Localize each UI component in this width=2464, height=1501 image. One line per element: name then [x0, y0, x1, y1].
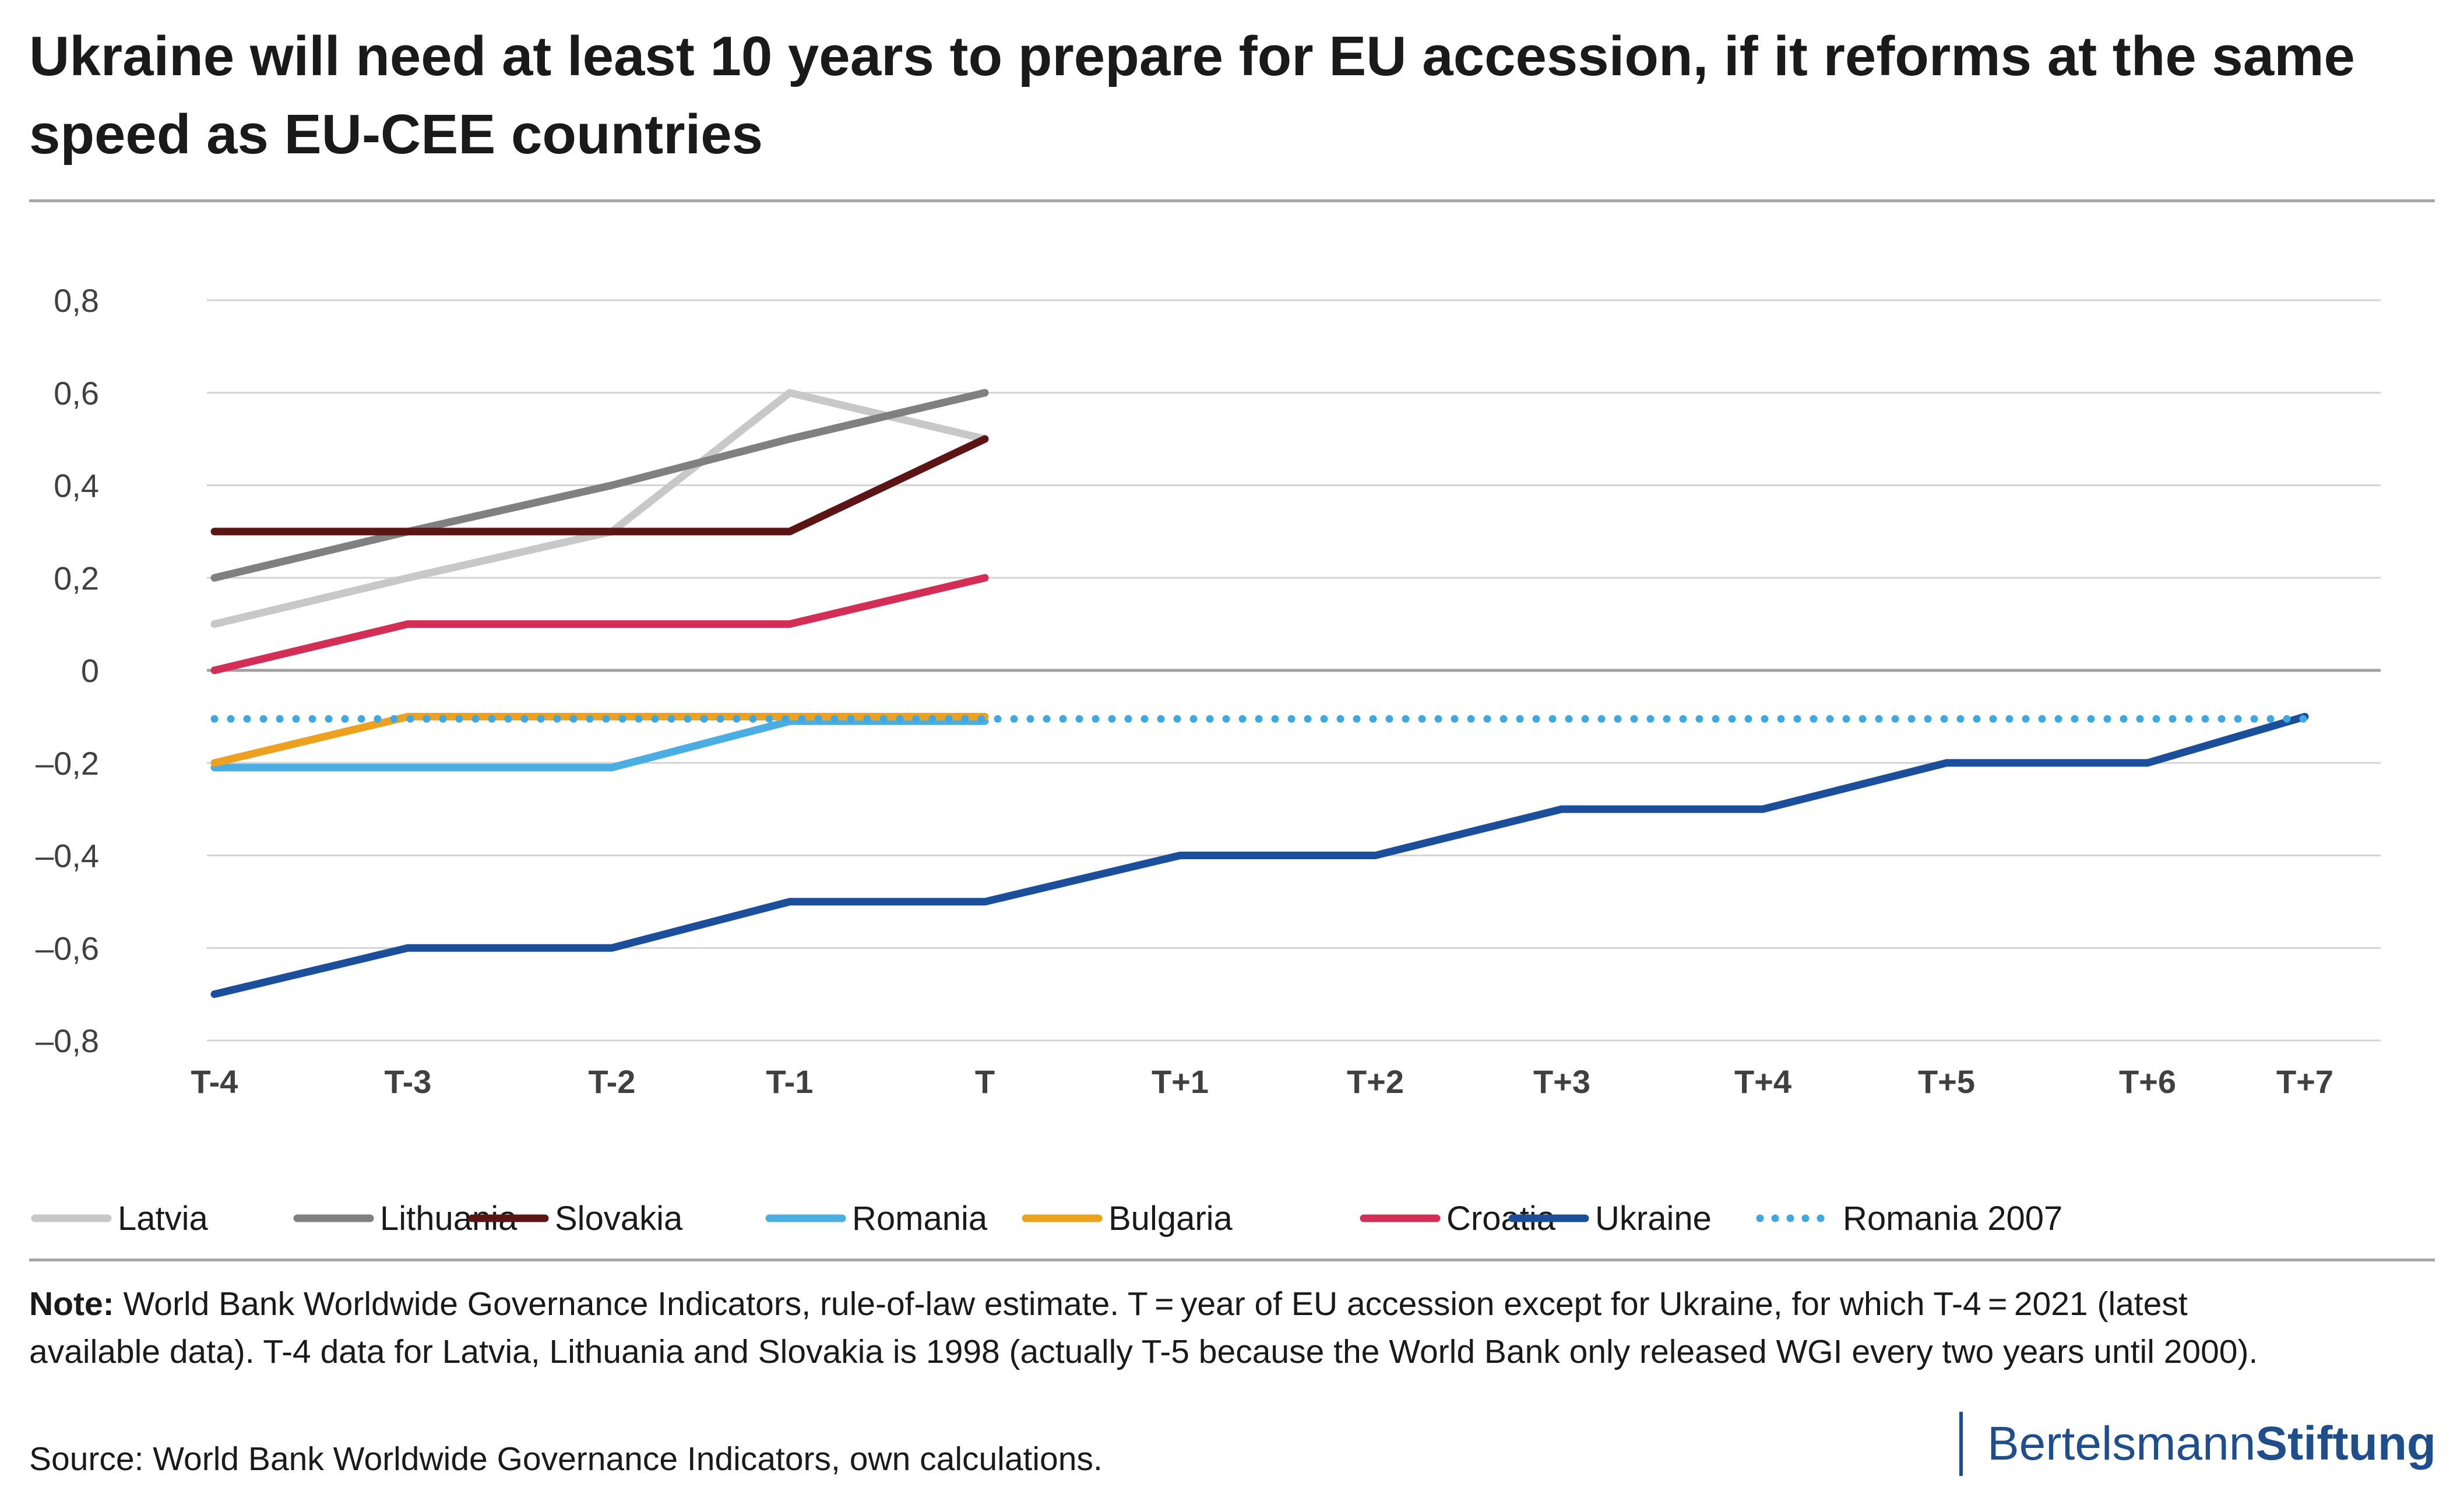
y-tick-label: –0,4: [36, 838, 99, 874]
y-tick-label: 0,2: [54, 560, 99, 596]
series-line-latvia: [210, 389, 989, 628]
x-tick-label: T+5: [1918, 1063, 1975, 1100]
x-tick-label: T: [975, 1063, 995, 1100]
legend-label: Romania 2007: [1843, 1200, 2062, 1238]
note-text: World Bank Worldwide Governance Indicato…: [29, 1285, 2258, 1370]
chart-note: Note: World Bank Worldwide Governance In…: [29, 1280, 2302, 1376]
x-tick-label: T+6: [2119, 1063, 2176, 1100]
y-tick-label: –0,2: [36, 745, 99, 782]
legend-label: Ukraine: [1595, 1200, 1712, 1238]
series-line-croatia: [210, 574, 989, 674]
x-tick-label: T-1: [766, 1063, 814, 1100]
x-tick-label: T-2: [589, 1063, 636, 1100]
x-tick-label: T+7: [2276, 1063, 2333, 1100]
legend-label: Slovakia: [555, 1200, 683, 1238]
y-tick-label: 0,8: [54, 282, 99, 319]
x-tick-label: T+2: [1347, 1063, 1404, 1100]
legend-label: Latvia: [118, 1200, 209, 1238]
brand-name-part1: Bertelsmann: [1987, 1417, 2256, 1470]
x-tick-label: T-3: [385, 1063, 432, 1100]
y-tick-label: –0,8: [36, 1022, 99, 1059]
chart-title: Ukraine will need at least 10 years to p…: [29, 25, 2355, 166]
chart-source: Source: World Bank Worldwide Governance …: [29, 1440, 1103, 1478]
x-tick-label: T+1: [1152, 1063, 1209, 1100]
series-line-slovakia: [210, 435, 989, 536]
series-line-lithuania: [210, 389, 989, 582]
note-label: Note:: [29, 1285, 114, 1323]
legend-label: Romania: [852, 1200, 988, 1238]
title-divider: [29, 199, 2435, 202]
y-tick-label: 0,4: [54, 467, 99, 504]
series-line-ukraine: [210, 712, 2309, 999]
brand-name-part2: Stiftung: [2255, 1417, 2436, 1470]
series-line-romania: [210, 717, 989, 772]
y-axis-ticks: 0,8 0,6 0,4 0,2 0 –0,2 –0,4 –0,6 –0,8: [36, 282, 99, 1059]
y-tick-label: 0,6: [54, 375, 99, 412]
y-tick-label: 0: [81, 652, 99, 689]
line-chart: 0,80,60,40,20–0,2–0,4–0,6–0,8 T-4 T-3 T-2 T…: [31, 282, 2381, 1238]
y-tick-label: –0,6: [36, 930, 99, 966]
legend-divider: [29, 1259, 2435, 1261]
x-tick-label: T-4: [191, 1063, 238, 1100]
gridlines: [207, 299, 2381, 1042]
x-tick-label: T+3: [1533, 1063, 1590, 1100]
series-lines: [210, 389, 2309, 999]
legend-label: Bulgaria: [1108, 1200, 1233, 1238]
legend: Latvia Lithuania Slovakia Romania Bulgaria Cr…: [31, 1200, 2062, 1238]
x-tick-label: T+4: [1734, 1063, 1791, 1100]
series-line-bulgaria: [210, 712, 989, 767]
brand-logo: BertelsmannStiftung: [1959, 1412, 2436, 1476]
x-axis-ticks: T-4 T-3 T-2 T-1 T T+1 T+2 T+3 T+4 T+5 T+6 T+7: [191, 1063, 2333, 1100]
